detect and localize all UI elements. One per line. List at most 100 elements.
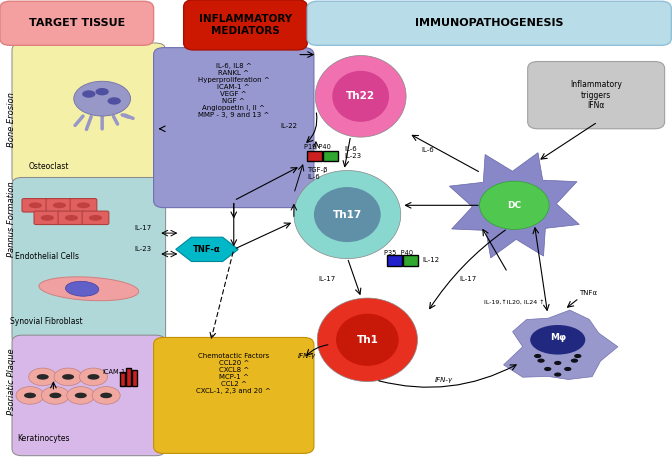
Text: Th17: Th17 — [333, 210, 362, 219]
Ellipse shape — [24, 393, 36, 398]
Text: TNFα: TNFα — [579, 291, 597, 296]
Ellipse shape — [54, 368, 82, 386]
Text: Psoriatic Plaque: Psoriatic Plaque — [7, 348, 16, 415]
Ellipse shape — [29, 368, 56, 386]
FancyBboxPatch shape — [528, 62, 665, 129]
Ellipse shape — [65, 281, 99, 296]
FancyBboxPatch shape — [12, 177, 165, 344]
Ellipse shape — [108, 97, 121, 105]
Text: ICAM-1: ICAM-1 — [102, 369, 125, 375]
Ellipse shape — [49, 393, 61, 398]
Text: TARGET TISSUE: TARGET TISSUE — [29, 18, 125, 28]
FancyArrowPatch shape — [87, 117, 91, 130]
Ellipse shape — [336, 314, 398, 366]
Ellipse shape — [100, 393, 112, 398]
Text: IL-22: IL-22 — [281, 124, 298, 130]
Ellipse shape — [87, 374, 99, 380]
Text: IL-23: IL-23 — [134, 246, 152, 252]
Ellipse shape — [74, 81, 130, 116]
Ellipse shape — [317, 298, 417, 381]
FancyBboxPatch shape — [307, 1, 671, 45]
Ellipse shape — [571, 358, 578, 363]
Polygon shape — [176, 237, 239, 262]
FancyArrowPatch shape — [122, 115, 128, 117]
Ellipse shape — [534, 354, 542, 358]
FancyBboxPatch shape — [132, 370, 137, 386]
FancyBboxPatch shape — [46, 198, 73, 212]
FancyArrowPatch shape — [75, 116, 83, 125]
Text: Inflammatory
triggers
IFNα: Inflammatory triggers IFNα — [571, 80, 622, 110]
FancyBboxPatch shape — [34, 211, 60, 225]
Ellipse shape — [544, 367, 552, 371]
Text: IFN-γ: IFN-γ — [435, 377, 453, 383]
Ellipse shape — [79, 368, 108, 386]
Text: DC: DC — [507, 201, 521, 210]
Text: Chemotactic Factors
CCL20 ^
CXCL8 ^
MCP-1 ^
CCL2 ^
CXCL-1, 2,3 and 20 ^: Chemotactic Factors CCL20 ^ CXCL8 ^ MCP-… — [196, 353, 271, 394]
FancyBboxPatch shape — [0, 1, 154, 45]
Text: IL-17: IL-17 — [318, 277, 335, 283]
Text: IL-6: IL-6 — [344, 146, 357, 152]
Ellipse shape — [42, 387, 69, 404]
Polygon shape — [450, 153, 579, 258]
Text: Osteoclast: Osteoclast — [29, 162, 69, 171]
Text: IL-17: IL-17 — [134, 226, 152, 232]
Ellipse shape — [16, 387, 44, 404]
Ellipse shape — [39, 277, 138, 301]
Text: TNF-α: TNF-α — [194, 245, 221, 254]
FancyBboxPatch shape — [58, 211, 85, 225]
FancyBboxPatch shape — [387, 256, 402, 265]
Ellipse shape — [315, 56, 406, 137]
Text: IL-6: IL-6 — [422, 146, 435, 153]
Text: P19 P40: P19 P40 — [304, 144, 331, 150]
Text: IL-17: IL-17 — [459, 277, 476, 283]
FancyBboxPatch shape — [70, 198, 97, 212]
Text: P35  P40: P35 P40 — [384, 249, 413, 256]
FancyBboxPatch shape — [323, 151, 338, 161]
Ellipse shape — [480, 181, 549, 229]
Text: Bone Erosion: Bone Erosion — [7, 92, 16, 147]
Ellipse shape — [92, 387, 120, 404]
Text: Synovial Fibroblast: Synovial Fibroblast — [10, 317, 83, 326]
FancyBboxPatch shape — [403, 256, 418, 265]
Ellipse shape — [37, 374, 49, 380]
Ellipse shape — [95, 88, 109, 95]
Text: Endothelial Cells: Endothelial Cells — [15, 252, 79, 261]
Text: IMMUNOPATHOGENESIS: IMMUNOPATHOGENESIS — [415, 18, 564, 28]
Text: TGF-β: TGF-β — [307, 167, 328, 173]
Ellipse shape — [574, 354, 581, 358]
FancyBboxPatch shape — [307, 151, 322, 161]
Text: IL-23: IL-23 — [344, 153, 361, 159]
FancyBboxPatch shape — [82, 211, 109, 225]
Text: IL-12: IL-12 — [423, 257, 440, 263]
Ellipse shape — [77, 202, 90, 208]
Ellipse shape — [29, 202, 42, 208]
Text: IFN-γ: IFN-γ — [298, 353, 317, 359]
FancyArrowPatch shape — [125, 115, 133, 118]
Text: Th1: Th1 — [356, 335, 378, 345]
Text: INFLAMMATORY
MEDIATORS: INFLAMMATORY MEDIATORS — [199, 14, 292, 36]
Ellipse shape — [530, 325, 585, 355]
Ellipse shape — [82, 90, 95, 98]
Text: Pannus Formation: Pannus Formation — [7, 182, 16, 257]
Ellipse shape — [294, 170, 401, 259]
Ellipse shape — [62, 374, 74, 380]
FancyBboxPatch shape — [154, 48, 314, 208]
FancyArrowPatch shape — [114, 117, 118, 124]
FancyBboxPatch shape — [154, 337, 314, 453]
Text: IL-6: IL-6 — [307, 174, 320, 180]
Ellipse shape — [67, 387, 95, 404]
Ellipse shape — [75, 393, 87, 398]
Text: IL-19,↑IL20, IL24 ↑: IL-19,↑IL20, IL24 ↑ — [485, 300, 545, 305]
Text: Th22: Th22 — [346, 91, 375, 102]
FancyBboxPatch shape — [120, 372, 125, 386]
FancyBboxPatch shape — [22, 198, 49, 212]
Text: IL-6, IL8 ^
RANKL ^
Hyperproliferation ^
ICAM-1 ^
VEGF ^
NGF ^
Angiopoetin I, II: IL-6, IL8 ^ RANKL ^ Hyperproliferation ^… — [198, 63, 269, 118]
Ellipse shape — [554, 373, 561, 377]
Ellipse shape — [564, 367, 571, 371]
Ellipse shape — [41, 215, 54, 221]
Ellipse shape — [554, 361, 561, 365]
Text: Keratinocytes: Keratinocytes — [17, 434, 70, 443]
Ellipse shape — [89, 215, 102, 221]
Ellipse shape — [538, 358, 545, 363]
FancyBboxPatch shape — [183, 0, 307, 50]
